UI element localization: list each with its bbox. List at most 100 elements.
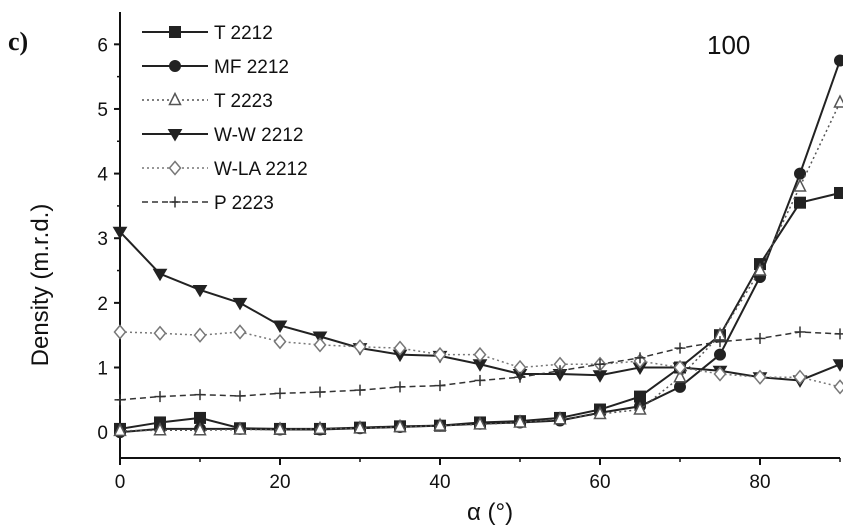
- data-point-w-la-2212: [673, 359, 687, 376]
- series-p-2223: [114, 326, 843, 406]
- data-point-p-2223: [514, 371, 526, 383]
- data-point-t-2223: [553, 411, 567, 425]
- data-point-w-la-2212: [753, 369, 767, 385]
- data-point-t-2223: [113, 422, 127, 437]
- x-tick-label: 80: [749, 472, 770, 493]
- data-point-t-2223: [233, 421, 247, 435]
- x-tick-label: 20: [269, 472, 290, 493]
- data-point-w-w-2212: [832, 359, 843, 372]
- data-point-mf-2212: [674, 380, 686, 393]
- legend-item-mf-2212: MF 2212: [142, 57, 289, 78]
- data-point-w-la-2212: [833, 379, 843, 395]
- data-point-t-2223: [673, 369, 687, 383]
- chart-annotation: 100: [707, 30, 750, 60]
- data-point-w-la-2212: [353, 339, 367, 355]
- data-point-p-2223: [714, 336, 726, 348]
- data-point-p-2223: [754, 332, 766, 344]
- data-point-w-la-2212: [393, 340, 407, 356]
- y-tick-label: 5: [97, 100, 108, 121]
- x-tick-label: 0: [115, 472, 126, 493]
- legend-marker: [168, 91, 182, 106]
- data-point-w-la-2212: [193, 327, 207, 343]
- data-point-w-la-2212: [273, 333, 287, 350]
- data-point-p-2223: [434, 380, 446, 392]
- data-point-w-la-2212: [473, 346, 487, 363]
- data-point-t-2212: [834, 186, 843, 199]
- legend-item-w-w-2212: W-W 2212: [142, 125, 303, 146]
- legend-marker: [169, 196, 181, 208]
- x-axis-title: α (°): [467, 499, 513, 526]
- x-tick-label: 40: [429, 472, 450, 493]
- y-tick-label: 4: [97, 165, 108, 186]
- legend: T 2212 MF 2212 T 2223 W-W 2212 W-LA 2212 P 22…: [142, 23, 308, 214]
- legend-marker: [167, 129, 183, 142]
- legend-marker: [169, 26, 181, 38]
- y-axis-title: Density (m.r.d.): [27, 204, 54, 367]
- series-w-la-2212: [113, 324, 843, 395]
- data-point-w-la-2212: [433, 346, 447, 363]
- data-point-p-2223: [194, 389, 206, 401]
- data-point-t-2223: [273, 421, 287, 435]
- data-point-p-2223: [554, 365, 566, 377]
- data-point-t-2223: [633, 401, 647, 415]
- series-layer: [112, 54, 843, 439]
- y-tick-label: 0: [97, 423, 108, 444]
- legend-item-t-2212: T 2212: [142, 23, 273, 44]
- data-point-p-2223: [794, 326, 806, 338]
- data-point-w-la-2212: [313, 337, 327, 353]
- legend-marker: [169, 60, 181, 72]
- data-point-t-2223: [473, 416, 487, 430]
- data-point-w-w-2212: [192, 284, 208, 298]
- panel-label: c): [8, 27, 28, 56]
- y-tick-label: 3: [97, 229, 108, 250]
- data-point-t-2223: [513, 414, 527, 428]
- data-point-t-2223: [353, 420, 367, 434]
- data-point-p-2223: [114, 394, 126, 406]
- data-point-t-2223: [313, 420, 327, 435]
- legend-label: MF 2212: [214, 57, 289, 78]
- data-point-w-w-2212: [272, 320, 288, 333]
- data-point-p-2223: [674, 342, 686, 354]
- data-point-w-w-2212: [152, 268, 168, 282]
- data-point-p-2223: [474, 374, 486, 386]
- data-point-p-2223: [274, 387, 286, 399]
- data-point-t-2223: [593, 405, 607, 420]
- y-tick-label: 2: [97, 294, 108, 315]
- data-point-w-la-2212: [793, 369, 807, 385]
- x-tick-label: 60: [589, 472, 610, 493]
- data-point-mf-2212: [834, 54, 843, 67]
- data-point-t-2212: [194, 411, 206, 424]
- legend-marker: [168, 160, 182, 176]
- data-point-p-2223: [234, 390, 246, 402]
- data-point-w-la-2212: [113, 324, 127, 340]
- y-tick-label: 1: [97, 359, 108, 380]
- legend-item-p-2223: P 2223: [142, 193, 274, 214]
- data-point-w-w-2212: [112, 226, 128, 240]
- data-point-w-la-2212: [233, 324, 247, 340]
- y-tick-label: 6: [97, 35, 108, 56]
- series-t-2223: [113, 94, 843, 437]
- data-point-t-2223: [753, 262, 767, 276]
- data-point-mf-2212: [714, 348, 726, 361]
- legend-label: W-LA 2212: [214, 159, 308, 180]
- legend-label: T 2212: [214, 23, 273, 44]
- data-point-t-2223: [153, 422, 167, 436]
- data-point-p-2223: [394, 381, 406, 393]
- legend-label: P 2223: [214, 193, 274, 214]
- legend-label: T 2223: [214, 91, 273, 112]
- data-point-p-2223: [354, 384, 366, 396]
- legend-label: W-W 2212: [214, 125, 303, 146]
- legend-item-w-la-2212: W-LA 2212: [142, 159, 308, 180]
- data-point-t-2212: [794, 196, 806, 209]
- data-point-w-la-2212: [153, 325, 167, 341]
- data-point-p-2223: [594, 358, 606, 370]
- data-point-mf-2212: [794, 167, 806, 180]
- data-point-w-la-2212: [713, 366, 727, 382]
- data-point-p-2223: [154, 391, 166, 403]
- data-point-t-2223: [793, 178, 807, 192]
- data-point-t-2223: [433, 417, 447, 431]
- data-point-t-2223: [193, 422, 207, 436]
